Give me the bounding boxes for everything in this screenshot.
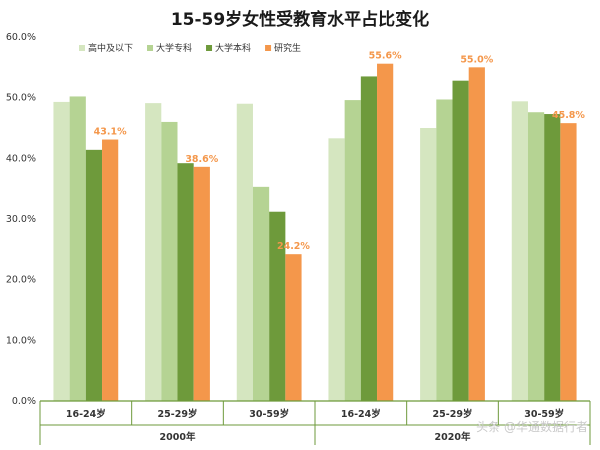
x-tick-label: 30-59岁 [524, 408, 564, 420]
y-axis: 0.0% 10.0% 20.0% 30.0% 40.0% 50.0% 60.0% [6, 32, 36, 407]
legend-label: 大学专科 [156, 42, 192, 54]
x-axis: 16-24岁 25-29岁 30-59岁 16-24岁 25-29岁 30-59岁 2000… [39, 400, 591, 445]
x-tick-label: 16-24岁 [341, 408, 381, 420]
bar [161, 121, 178, 401]
x-group-label: 2020年 [435, 431, 471, 443]
x-group-label: 2000年 [160, 431, 196, 443]
bar [527, 112, 545, 401]
data-label: 55.0% [460, 54, 493, 65]
y-tick-label: 60.0% [6, 32, 36, 43]
bar [436, 99, 453, 401]
bar [236, 103, 253, 401]
legend-swatch [265, 45, 272, 51]
legend-swatch [206, 45, 213, 51]
bar [53, 101, 70, 401]
bar [69, 96, 86, 401]
watermark: 头条 @华通数据行者 [476, 419, 588, 434]
legend-swatch [147, 45, 154, 51]
bar [452, 80, 469, 402]
data-label: 55.6% [369, 51, 402, 62]
bar [360, 76, 378, 401]
y-tick-label: 20.0% [6, 275, 36, 286]
legend-label: 研究生 [274, 42, 301, 54]
bar [145, 103, 162, 402]
y-tick-label: 0.0% [12, 396, 36, 407]
bar [102, 139, 119, 401]
x-tick-label: 25-29岁 [158, 408, 198, 420]
bar [344, 100, 361, 402]
legend-swatch [79, 45, 85, 51]
y-tick-label: 10.0% [6, 335, 36, 346]
y-tick-label: 50.0% [6, 93, 36, 104]
legend: 高中及以下 大学专科 大学本科 研究生 [79, 42, 301, 54]
data-label: 45.8% [552, 110, 585, 121]
bar [177, 163, 194, 401]
data-label: 38.6% [185, 154, 218, 165]
bar [560, 123, 577, 401]
bar [420, 128, 437, 401]
bar [193, 166, 210, 401]
bar [377, 63, 394, 402]
bar [85, 149, 103, 401]
x-tick-label: 16-24岁 [66, 408, 106, 420]
bar [544, 114, 561, 402]
bar [511, 101, 528, 401]
bar [252, 186, 270, 401]
x-tick-label: 25-29岁 [433, 408, 473, 420]
y-tick-label: 40.0% [6, 153, 36, 164]
data-label: 43.1% [94, 127, 127, 138]
bar [328, 138, 345, 401]
x-tick-label: 30-59岁 [249, 408, 289, 420]
legend-label: 大学本科 [215, 42, 251, 54]
chart-title: 15-59岁女性受教育水平占比变化 [171, 9, 429, 30]
bar [468, 67, 485, 401]
y-tick-label: 30.0% [6, 214, 36, 225]
bars: 43.1% 38.6% 24.2% 55.6% 55.0% 45.8% [53, 51, 585, 402]
bar [285, 254, 302, 401]
bar [269, 211, 286, 401]
legend-label: 高中及以下 [88, 42, 133, 54]
data-label: 24.2% [277, 241, 310, 252]
